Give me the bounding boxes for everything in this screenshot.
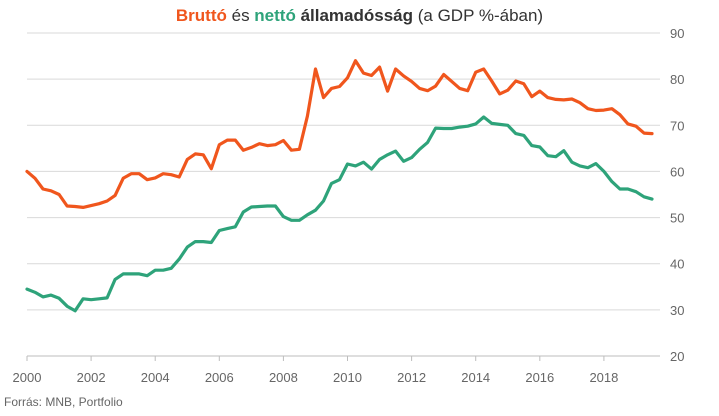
y-tick-label-50: 50 bbox=[670, 211, 684, 226]
series-line-brutto bbox=[25, 59, 654, 209]
title-es: és bbox=[226, 6, 255, 25]
x-tick-label-2000: 2000 bbox=[13, 370, 42, 385]
x-tick-label-2018: 2018 bbox=[589, 370, 618, 385]
y-tick-label-60: 60 bbox=[670, 164, 684, 179]
x-tick-label-2012: 2012 bbox=[397, 370, 426, 385]
title-netto: nettó bbox=[254, 6, 296, 25]
y-tick-label-90: 90 bbox=[670, 26, 684, 41]
y-tick-label-70: 70 bbox=[670, 118, 684, 133]
y-tick-label-80: 80 bbox=[670, 72, 684, 87]
x-tick-label-2014: 2014 bbox=[461, 370, 490, 385]
x-tick-label-2016: 2016 bbox=[525, 370, 554, 385]
title-brutto: Bruttó bbox=[175, 6, 227, 25]
x-tick-label-2004: 2004 bbox=[141, 370, 170, 385]
chart-title: Bruttó és nettó államadósság (a GDP %-áb… bbox=[0, 6, 719, 26]
title-unit: (a GDP %-ában) bbox=[413, 6, 544, 25]
source-note: Forrás: MNB, Portfolio bbox=[4, 395, 123, 409]
series-line-netto bbox=[25, 115, 654, 313]
x-tick-label-2008: 2008 bbox=[269, 370, 298, 385]
title-allamadossag: államadósság bbox=[295, 6, 414, 25]
y-tick-label-30: 30 bbox=[670, 303, 684, 318]
x-tick-label-2010: 2010 bbox=[333, 370, 362, 385]
y-tick-label-20: 20 bbox=[670, 349, 684, 364]
y-tick-label-40: 40 bbox=[670, 257, 684, 272]
x-tick-label-2002: 2002 bbox=[77, 370, 106, 385]
x-tick-label-2006: 2006 bbox=[205, 370, 234, 385]
